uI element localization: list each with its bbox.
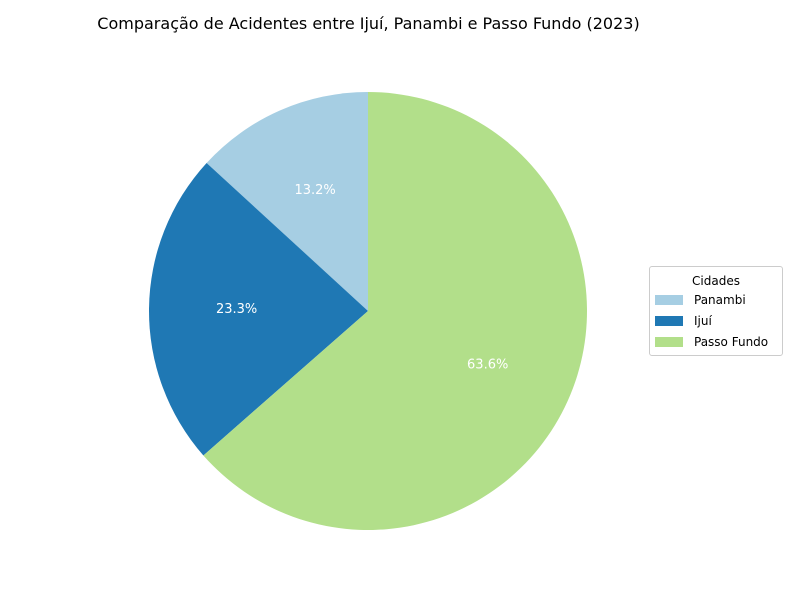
- pie-slice-1: [149, 162, 368, 456]
- pie-slice-label-1: 23.3%: [216, 302, 257, 317]
- legend-label: Ijuí: [694, 313, 712, 328]
- legend-swatch: [655, 336, 683, 347]
- pie-slice-label-2: 63.6%: [467, 358, 508, 373]
- pie-slice-0: [206, 92, 368, 311]
- legend-item-1: Ijuí: [650, 310, 782, 331]
- legend: Cidades Panambi Ijuí Passo Fundo: [649, 266, 783, 356]
- legend-swatch: [655, 294, 683, 305]
- chart-title: Comparação de Acidentes entre Ijuí, Pana…: [97, 14, 640, 33]
- legend-swatch: [655, 315, 683, 326]
- legend-item-0: Panambi: [650, 289, 782, 310]
- pie-slice-2: [203, 92, 588, 530]
- legend-label: Panambi: [694, 292, 746, 307]
- legend-title: Cidades: [692, 274, 740, 288]
- pie-slice-label-0: 13.2%: [294, 183, 335, 198]
- legend-item-2: Passo Fundo: [650, 331, 782, 352]
- legend-label: Passo Fundo: [694, 334, 769, 349]
